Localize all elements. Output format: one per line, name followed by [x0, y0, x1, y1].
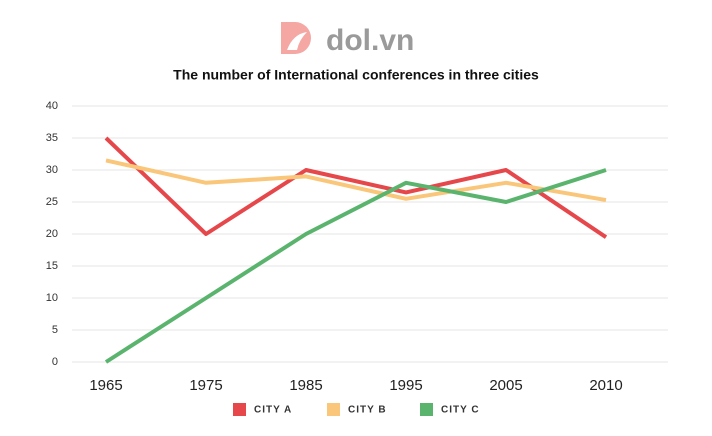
- logo-icon-cut: [287, 32, 307, 50]
- legend-label: CITY A: [254, 405, 292, 416]
- x-tick-label: 1985: [289, 377, 322, 394]
- chart-title: The number of International conferences …: [173, 67, 539, 83]
- y-tick-label: 20: [46, 228, 58, 240]
- logo: dol.vn: [281, 22, 414, 57]
- legend-swatch: [327, 403, 340, 416]
- series-line: [104, 168, 607, 364]
- x-tick-label: 1975: [189, 377, 222, 394]
- series-line: [104, 136, 608, 239]
- legend-label: CITY C: [441, 405, 480, 416]
- x-tick-label: 2010: [589, 377, 622, 394]
- legend-swatch: [233, 403, 246, 416]
- legend-label: CITY B: [348, 405, 387, 416]
- y-tick-label: 10: [46, 292, 58, 304]
- x-tick-label: 1965: [89, 377, 122, 394]
- y-tick-label: 25: [46, 196, 58, 208]
- y-tick-label: 5: [52, 324, 58, 336]
- y-tick-label: 30: [46, 164, 58, 176]
- legend-swatch: [420, 403, 433, 416]
- logo-text: dol.vn: [326, 24, 414, 57]
- y-tick-label: 35: [46, 132, 58, 144]
- y-tick-label: 40: [46, 100, 58, 112]
- series-line: [105, 158, 607, 203]
- y-tick-label: 15: [46, 260, 58, 272]
- x-tick-label: 2005: [489, 377, 522, 394]
- x-tick-label: 1995: [389, 377, 422, 394]
- y-tick-label: 0: [52, 356, 58, 368]
